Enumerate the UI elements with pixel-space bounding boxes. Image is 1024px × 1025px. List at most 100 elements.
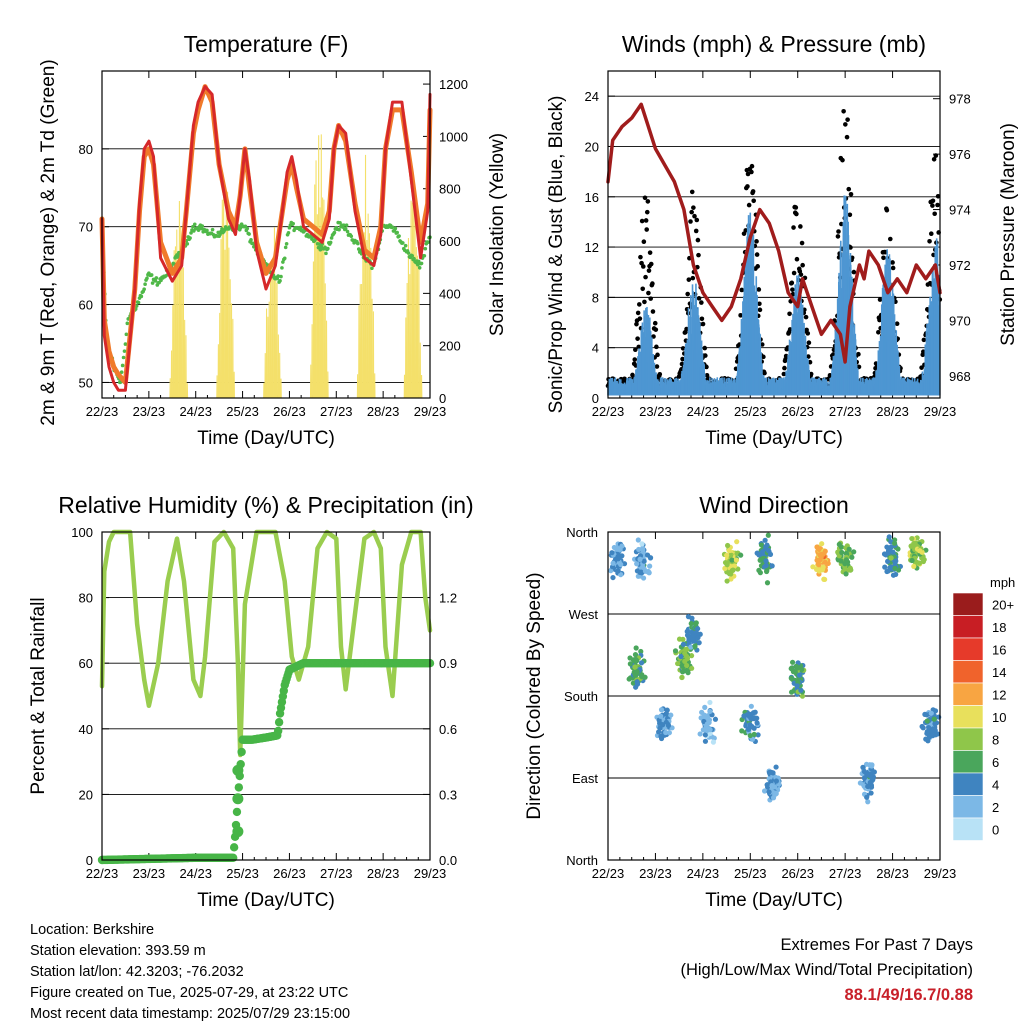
y-tick-label: 70 (79, 220, 93, 235)
x-tick-label: 24/23 (179, 404, 212, 419)
y-tick-label: 40 (79, 722, 93, 737)
gust-point (887, 236, 893, 242)
gust-point (640, 264, 646, 269)
precip-point (232, 807, 242, 817)
solar-line (170, 350, 173, 399)
solar-line (415, 247, 418, 399)
y2-tick-label: 800 (439, 182, 461, 197)
direction-point (865, 783, 871, 790)
gust-point (791, 225, 796, 230)
y-tick-label: 0 (592, 391, 599, 406)
direction-point (765, 532, 771, 538)
x-tick-label: 27/23 (320, 404, 353, 419)
direction-point (688, 620, 694, 627)
direction-point (820, 564, 826, 570)
direction-point (810, 564, 816, 570)
gust-point (762, 370, 767, 376)
y-tick-label: East (572, 771, 598, 786)
solar-line (418, 261, 420, 399)
solar-line (173, 250, 175, 399)
dewpoint-point (356, 241, 360, 246)
x-tick-label: 28/23 (367, 404, 400, 419)
dewpoint-point (205, 228, 209, 233)
x-tick-label: 26/23 (781, 866, 814, 881)
direction-point (756, 567, 762, 573)
gust-point (745, 184, 750, 189)
y2-tick-label: 0.3 (439, 787, 457, 802)
x-tick-label: 26/23 (781, 404, 814, 419)
solar-line (366, 240, 368, 399)
gust-point (890, 265, 896, 271)
gust-point (632, 357, 638, 362)
y-tick-label: 50 (79, 375, 93, 390)
plot-border (607, 70, 941, 399)
y-tick-label: North (566, 853, 598, 868)
direction-point (634, 681, 641, 687)
dewpoint-point (283, 245, 288, 250)
dewpoint-point (280, 266, 284, 270)
direction-point (638, 648, 644, 655)
solar-line (371, 298, 373, 399)
gust-point (856, 364, 862, 370)
direction-point (658, 707, 665, 713)
x-tick-label: 22/23 (86, 404, 119, 419)
gust-point (754, 239, 759, 244)
gust-point (633, 347, 638, 352)
gust-point (843, 122, 848, 127)
gust-point (789, 280, 795, 286)
solar-line (179, 226, 182, 399)
direction-point (702, 732, 708, 738)
direction-point (683, 667, 690, 674)
y-axis-label: Percent & Total Rainfall (28, 597, 49, 794)
solar-line (221, 199, 224, 399)
gust-point (755, 264, 760, 269)
dewpoint-point (153, 279, 158, 283)
dewpoint-point (426, 240, 430, 244)
gust-point (794, 211, 799, 217)
dewpoint-point (249, 238, 253, 242)
y-tick-label: 8 (592, 290, 599, 305)
y2-axis-label: Solar Insolation (Yellow) (487, 133, 508, 336)
solar-line (270, 267, 273, 399)
gust-point (807, 359, 813, 365)
direction-point (678, 653, 684, 660)
gust-point (781, 371, 787, 377)
direction-point (928, 710, 934, 716)
dewpoint-point (120, 363, 125, 368)
solar-line (229, 279, 232, 399)
dewpoint-point (349, 234, 354, 239)
gust-point (637, 302, 642, 307)
solar-line (420, 375, 423, 399)
x-tick-label: 29/23 (924, 866, 957, 881)
direction-point (920, 558, 927, 565)
colorbar-swatch (952, 660, 984, 684)
gust-point (750, 189, 756, 194)
direction-point (909, 557, 915, 564)
direction-point (748, 703, 754, 709)
station-info: Location: Berkshire Station elevation: 3… (30, 920, 350, 1025)
direction-point (726, 547, 732, 554)
extremes-subtitle: (High/Low/Max Wind/Total Precipitation) (680, 961, 973, 979)
y2-tick-label: 968 (949, 369, 971, 384)
direction-point (926, 724, 932, 731)
dewpoint-point (395, 230, 400, 235)
direction-point (679, 674, 685, 681)
solar-line (225, 209, 228, 399)
gust-point (932, 211, 937, 217)
gust-point (844, 134, 850, 140)
solar-line (313, 184, 316, 399)
direction-point (645, 569, 651, 575)
gust-point (791, 270, 797, 276)
direction-point (794, 665, 800, 671)
gust-point (921, 337, 927, 343)
dewpoint-point (410, 254, 414, 258)
gust-point (841, 108, 846, 114)
y2-tick-label: 1200 (439, 77, 468, 92)
solar-line (369, 247, 372, 399)
extremes-box: Extremes For Past 7 Days (High/Low/Max W… (680, 933, 973, 1008)
direction-point (893, 571, 899, 578)
gust-point (653, 327, 659, 332)
x-tick-label: 27/23 (320, 866, 353, 881)
dewpoint-point (210, 227, 215, 232)
solar-line (364, 154, 367, 399)
